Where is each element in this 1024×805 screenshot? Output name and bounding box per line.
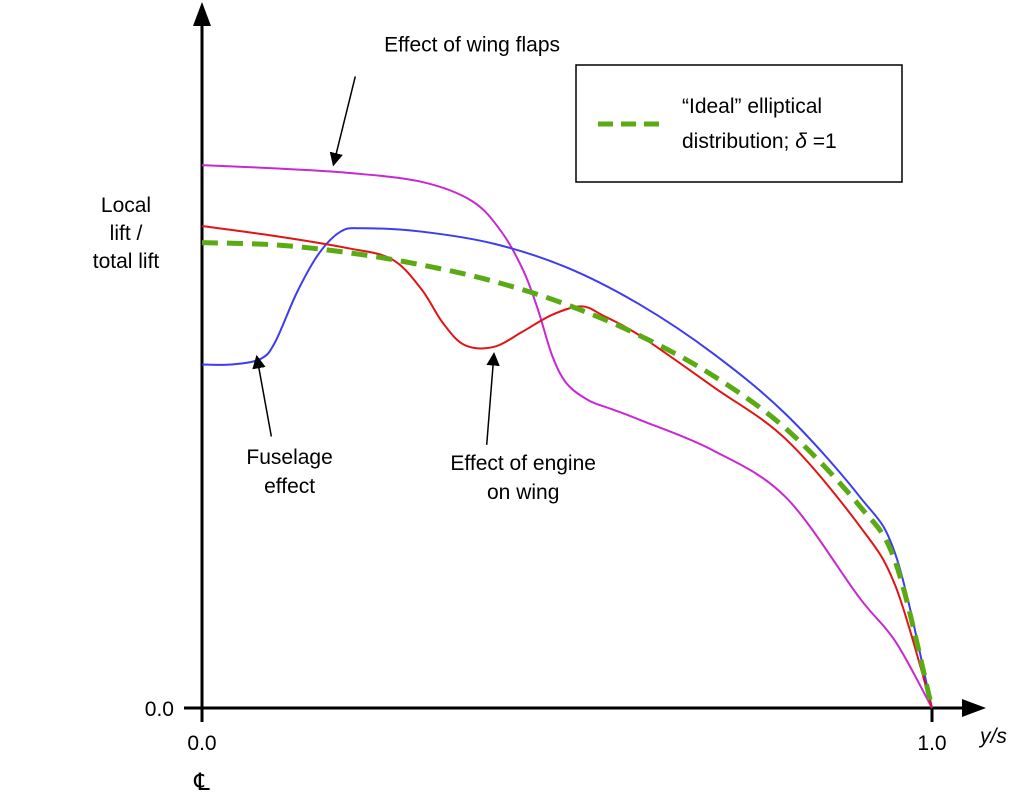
y-axis-label-line-2: lift / [110,222,143,245]
legend-delta-symbol: δ [795,130,807,153]
series-layer [201,164,935,709]
legend: “Ideal” elliptical distribution; δ =1 [575,64,903,183]
annotation-arrow-engine_label [485,352,500,445]
series-line-fuselage [201,227,933,709]
legend-line-1: “Ideal” elliptical [682,95,822,118]
annotation-layer: Effect of wing flaps Fuselage effect Effect… [246,34,596,504]
x-axis-label: y/s [978,725,1007,748]
x-tick-label-1: 1.0 [917,732,946,755]
y-axis-label-line-3: total lift [93,250,160,273]
annotation-text-flaps_label-0: Effect of wing flaps [384,34,560,57]
y-axis-arrowhead [193,2,211,26]
legend-line-2: distribution; δ =1 [682,130,837,153]
y-axis-label: Local lift / total lift [93,194,160,273]
annotation-text-fuselage_label-0: Fuselage [246,446,332,469]
annotation-arrow-fuselage_label [252,354,273,437]
x-axis-arrowhead [962,699,986,717]
y-tick-label-0: 0.0 [145,698,174,721]
x-tick-label-0: 0.0 [187,732,216,755]
legend-line-2-prefix: distribution; [682,130,795,153]
series-line-flaps [201,164,933,709]
annotation-arrow-flaps_label [329,76,357,167]
legend-line-2-suffix: =1 [807,130,837,153]
series-line-elliptical [201,240,935,709]
y-axis-label-line-1: Local [101,194,151,217]
annotation-text-engine_label-0: Effect of engine [450,452,596,475]
annotation-text-engine_label-1: on wing [487,481,559,504]
centerline-symbol: ℄ [193,769,210,796]
annotation-text-fuselage_label-1: effect [264,475,315,498]
